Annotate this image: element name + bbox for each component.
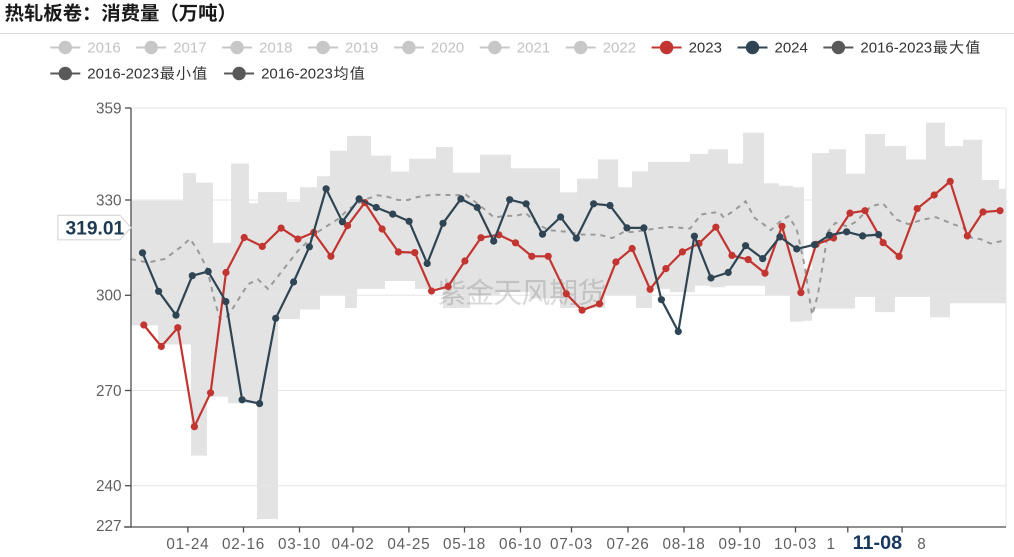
svg-text:8: 8: [917, 536, 926, 553]
svg-text:240: 240: [96, 478, 122, 495]
svg-text:2022: 2022: [603, 40, 636, 57]
svg-text:2021: 2021: [517, 40, 550, 57]
svg-text:2018: 2018: [259, 40, 292, 57]
svg-text:07-26: 07-26: [606, 536, 649, 553]
svg-text:10-03: 10-03: [774, 536, 817, 553]
svg-text:08-18: 08-18: [662, 536, 705, 553]
svg-text:2024: 2024: [775, 40, 808, 57]
svg-text:227: 227: [96, 518, 122, 535]
svg-text:06-10: 06-10: [499, 536, 542, 553]
svg-text:02-16: 02-16: [222, 536, 265, 553]
svg-text:2023: 2023: [689, 40, 722, 57]
svg-text:330: 330: [96, 192, 122, 209]
svg-text:09-10: 09-10: [718, 536, 761, 553]
svg-text:2016-2023: 2016-2023: [860, 40, 932, 57]
svg-text:2016-2023: 2016-2023: [261, 66, 333, 83]
svg-text:270: 270: [96, 383, 122, 400]
svg-text:2016: 2016: [87, 40, 120, 57]
svg-text:2019: 2019: [345, 40, 378, 57]
svg-text:1: 1: [827, 536, 836, 553]
svg-text:2017: 2017: [173, 40, 206, 57]
svg-text:01-24: 01-24: [166, 536, 209, 553]
svg-text:05-18: 05-18: [443, 536, 486, 553]
svg-text:319.01: 319.01: [66, 219, 125, 240]
svg-text:359: 359: [96, 100, 122, 117]
svg-text:2020: 2020: [431, 40, 464, 57]
svg-text:04-25: 04-25: [387, 536, 430, 553]
svg-text:2016-2023: 2016-2023: [87, 66, 159, 83]
svg-text:11-08: 11-08: [853, 532, 903, 554]
svg-text:04-02: 04-02: [331, 536, 374, 553]
svg-text:300: 300: [96, 288, 122, 305]
svg-text:03-10: 03-10: [278, 536, 321, 553]
svg-text:07-03: 07-03: [550, 536, 593, 553]
